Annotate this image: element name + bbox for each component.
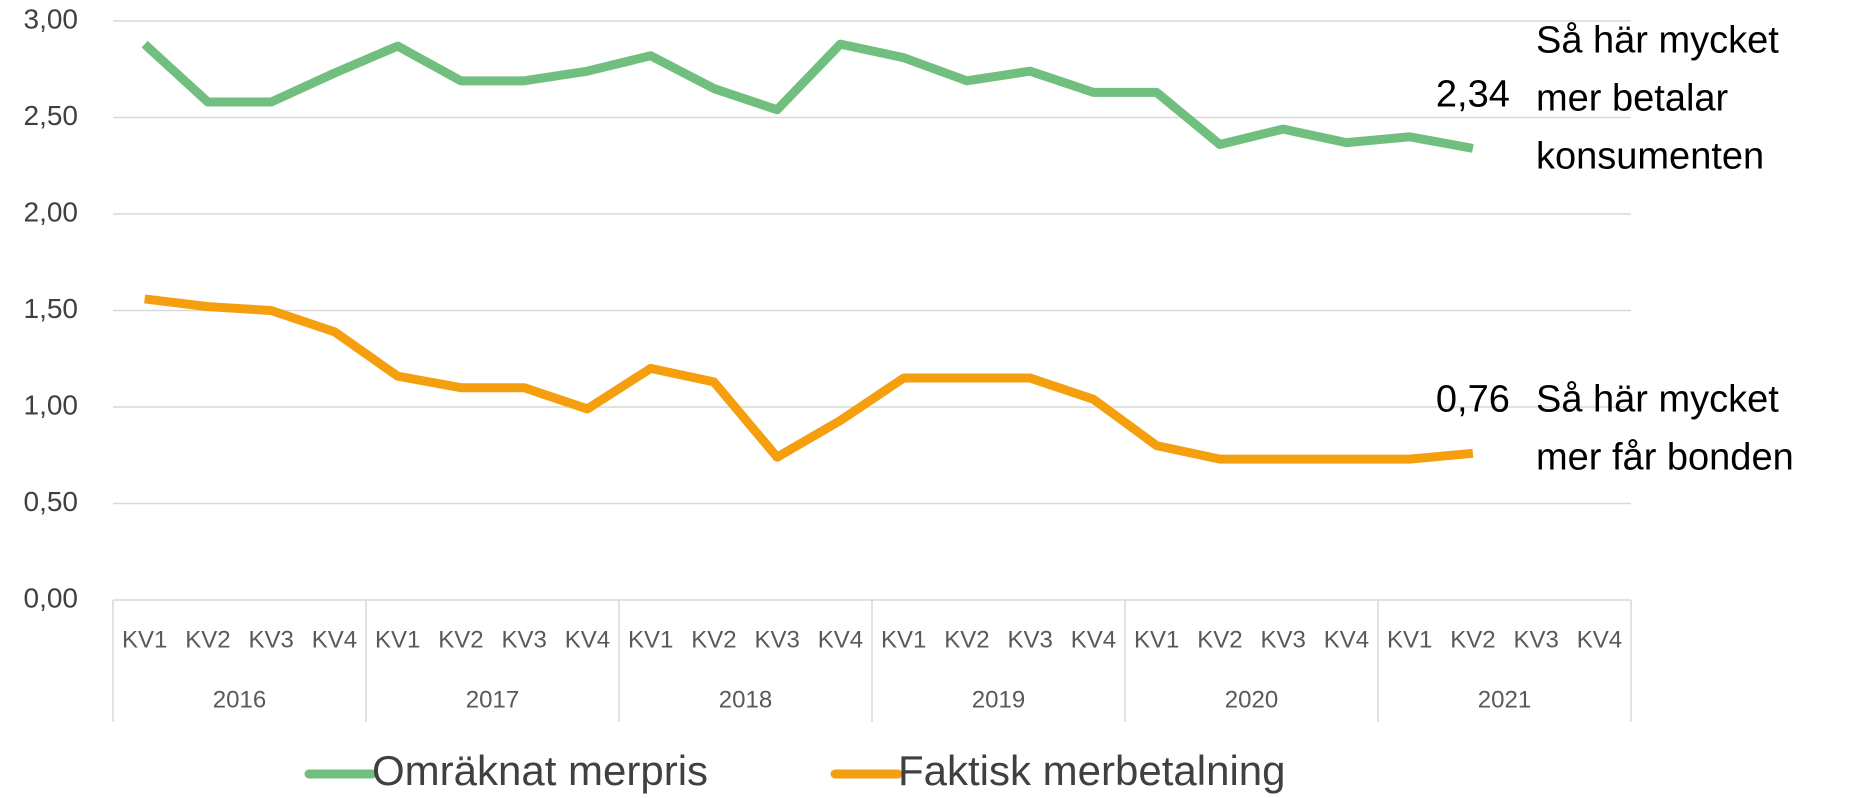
- x-tick-label: KV1: [375, 626, 420, 653]
- x-tick-label: KV2: [944, 626, 989, 653]
- x-tick-label: KV2: [1197, 626, 1242, 653]
- x-tick-label: KV3: [1007, 626, 1052, 653]
- y-tick-label: 2,00: [24, 196, 79, 227]
- x-tick-label: KV1: [122, 626, 167, 653]
- x-tick-label: KV2: [185, 626, 230, 653]
- x-tick-label: KV4: [1577, 626, 1622, 653]
- x-group-label: 2021: [1478, 686, 1531, 713]
- x-tick-label: KV1: [1387, 626, 1432, 653]
- annotation: Så här mycket: [1536, 378, 1779, 420]
- annotation: konsumenten: [1536, 135, 1764, 177]
- x-tick-label: KV3: [1260, 626, 1305, 653]
- annotation: Så här mycket: [1536, 19, 1779, 61]
- x-tick-label: KV1: [1134, 626, 1179, 653]
- x-tick-label: KV4: [1324, 626, 1369, 653]
- x-tick-label: KV3: [754, 626, 799, 653]
- x-tick-label: KV2: [1450, 626, 1495, 653]
- y-tick-label: 1,50: [24, 293, 79, 324]
- y-tick-label: 2,50: [24, 100, 79, 131]
- x-group-label: 2020: [1225, 686, 1278, 713]
- x-tick-label: KV4: [312, 626, 357, 653]
- x-tick-label: KV3: [501, 626, 546, 653]
- x-tick-label: KV3: [248, 626, 293, 653]
- x-tick-label: KV3: [1513, 626, 1558, 653]
- annotation: mer får bonden: [1536, 436, 1794, 478]
- y-tick-label: 1,00: [24, 389, 79, 420]
- legend-label: Omräknat merpris: [372, 747, 708, 794]
- y-tick-label: 3,00: [24, 3, 79, 34]
- data-label: 0,76: [1436, 378, 1510, 420]
- x-tick-label: KV1: [881, 626, 926, 653]
- series-line: [141, 39, 1474, 153]
- x-tick-label: KV1: [628, 626, 673, 653]
- x-tick-label: KV4: [818, 626, 863, 653]
- y-tick-label: 0,50: [24, 486, 79, 517]
- x-tick-label: KV4: [1071, 626, 1116, 653]
- series-line: [144, 294, 1474, 464]
- x-group-label: 2018: [719, 686, 772, 713]
- x-tick-label: KV2: [438, 626, 483, 653]
- x-group-label: 2019: [972, 686, 1025, 713]
- x-group-label: 2016: [213, 686, 266, 713]
- legend-label: Faktisk merbetalning: [898, 747, 1286, 794]
- x-tick-label: KV4: [565, 626, 610, 653]
- annotation: mer betalar: [1536, 77, 1729, 119]
- data-label: 2,34: [1436, 73, 1510, 115]
- y-tick-label: 0,00: [24, 582, 79, 613]
- x-tick-label: KV2: [691, 626, 736, 653]
- x-group-label: 2017: [466, 686, 519, 713]
